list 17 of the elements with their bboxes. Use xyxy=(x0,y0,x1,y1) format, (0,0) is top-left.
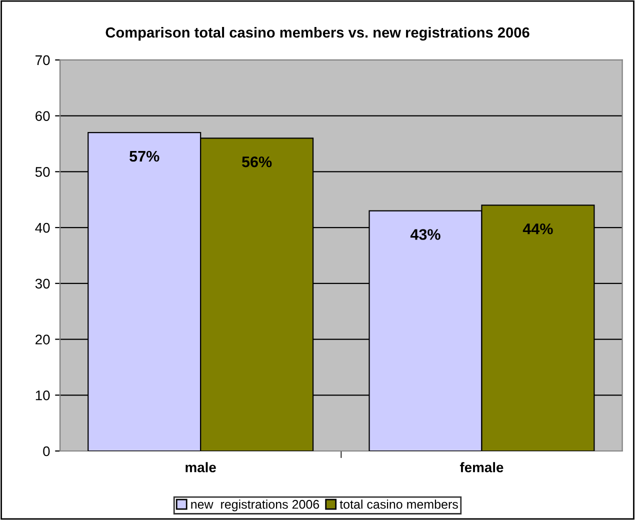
y-tick-label: 0 xyxy=(43,446,50,456)
legend-label: total casino members xyxy=(340,500,458,509)
y-tick-label: 50 xyxy=(35,167,50,177)
y-tick-label: 10 xyxy=(36,390,50,400)
y-tick-label: 20 xyxy=(36,334,50,344)
data-label: 57% xyxy=(130,150,160,162)
data-label: 43% xyxy=(410,229,440,240)
y-tick-label: 30 xyxy=(35,278,50,289)
x-tick-label: female xyxy=(460,462,504,472)
x-tick-label: male xyxy=(186,462,216,472)
data-label: 44% xyxy=(522,224,553,234)
data-label: 56% xyxy=(242,156,272,168)
y-tick-label: 70 xyxy=(36,55,50,66)
chart-title: Comparison total casino members vs. new registrations 2006 xyxy=(106,26,530,41)
legend-label: new registrations 2006 xyxy=(191,500,320,512)
y-tick-label: 60 xyxy=(36,111,50,121)
y-tick-label: 40 xyxy=(35,222,50,233)
